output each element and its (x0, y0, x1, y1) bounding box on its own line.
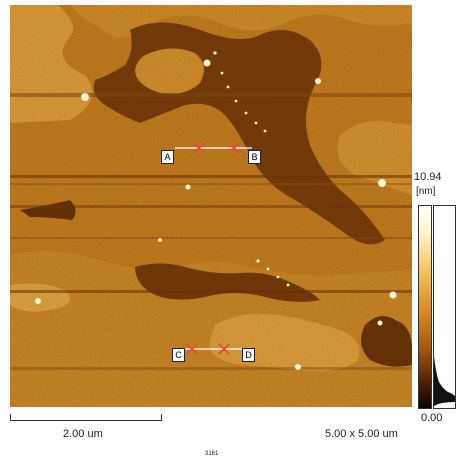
particle (389, 291, 397, 299)
marker-label-c: C (172, 348, 185, 362)
particle (220, 71, 224, 75)
particle (276, 275, 280, 279)
particle (254, 121, 258, 125)
colorbar-unit-label: [nm] (416, 186, 436, 197)
particle (266, 267, 270, 271)
particle (213, 51, 217, 55)
particle (244, 111, 248, 115)
colorbar-min-label: 0.00 (421, 412, 443, 424)
surface-grain (10, 5, 412, 407)
cross-marker (218, 343, 230, 355)
particle (315, 78, 321, 84)
particle (263, 129, 267, 133)
particle (378, 179, 386, 187)
afm-topography-image (10, 5, 412, 407)
marker-label-a: A (161, 150, 174, 164)
cross-marker (186, 343, 198, 355)
scan-size-label: 5.00 x 5.00 um (325, 428, 398, 440)
image-id-label: 3161 (205, 451, 219, 457)
height-histogram (433, 205, 456, 409)
particle (185, 184, 191, 190)
particle (234, 99, 238, 103)
particle (203, 59, 211, 67)
particle (377, 320, 383, 326)
cross-marker (228, 142, 240, 154)
particles (35, 51, 397, 370)
particle (158, 238, 162, 242)
particle (35, 298, 41, 304)
particle (295, 364, 301, 370)
marker-label-d: D (242, 348, 255, 362)
histogram-curve (434, 356, 455, 406)
particle (81, 93, 89, 101)
particle (286, 283, 290, 287)
color-scale-bar (418, 205, 432, 409)
particle (226, 85, 230, 89)
particle (256, 259, 260, 263)
marker-label-b: B (248, 150, 261, 164)
cross-marker (193, 142, 205, 154)
scale-bar-label: 2.00 um (63, 428, 103, 440)
colorbar-max-label: 10.94 (414, 171, 442, 183)
scale-bar (10, 414, 162, 421)
